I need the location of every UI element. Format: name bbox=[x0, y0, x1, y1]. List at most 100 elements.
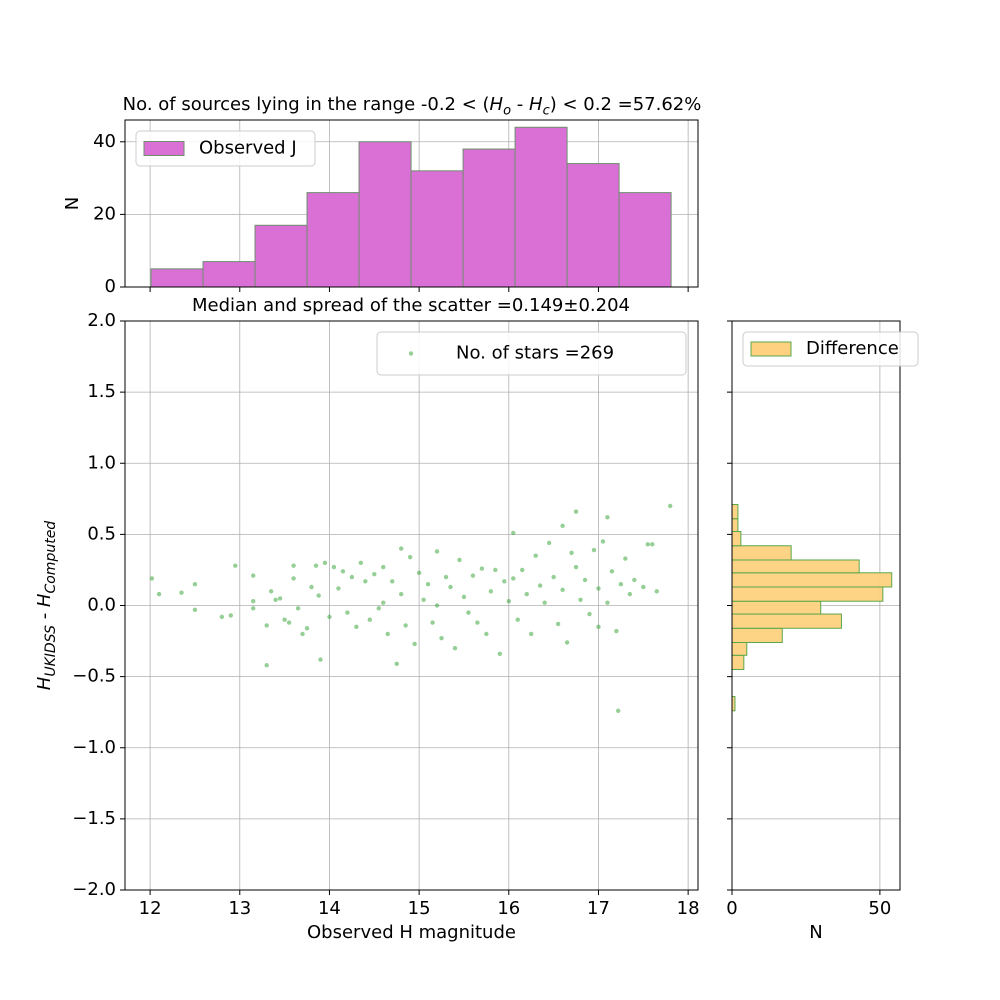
scatter-point bbox=[591, 547, 597, 553]
bar bbox=[731, 641, 748, 656]
bar bbox=[731, 627, 783, 643]
bar bbox=[731, 518, 739, 533]
scatter-point bbox=[412, 641, 417, 647]
scatter-point bbox=[470, 573, 476, 578]
scatter-point bbox=[277, 596, 283, 601]
scatter-point bbox=[484, 631, 489, 637]
scatter-point bbox=[596, 624, 601, 630]
subscript: UKIDSS bbox=[43, 625, 59, 677]
legend-label: Difference bbox=[806, 338, 899, 359]
scatter-point bbox=[551, 574, 556, 580]
scatter-point bbox=[228, 613, 234, 618]
scatter-point bbox=[506, 599, 511, 604]
scatter-point bbox=[340, 569, 346, 574]
scatter-point bbox=[282, 617, 287, 622]
scatter-point bbox=[434, 603, 440, 608]
scatter-point bbox=[623, 556, 628, 561]
scatter-point bbox=[515, 617, 520, 622]
legend-swatch bbox=[750, 341, 792, 357]
axes: 0 20 40 No. of sources lying in the range -… bbox=[62, 94, 701, 297]
chart-title: No. of sources lying in the range -0.2 <… bbox=[123, 94, 702, 118]
bar bbox=[731, 600, 822, 615]
scatter-point bbox=[578, 597, 583, 603]
subscript: c bbox=[543, 103, 550, 118]
x-tick-label: 50 bbox=[868, 898, 891, 919]
scatter-point bbox=[587, 611, 592, 617]
scatter-point bbox=[443, 574, 449, 580]
scatter-point bbox=[398, 546, 404, 551]
scatter-point bbox=[457, 557, 462, 563]
x-tick-label: 16 bbox=[497, 898, 520, 919]
scatter-point bbox=[295, 606, 301, 611]
plot-frame bbox=[124, 320, 699, 891]
plot-frame bbox=[731, 320, 901, 891]
bar bbox=[566, 163, 620, 288]
bar bbox=[202, 261, 256, 288]
y-tick-label: −1.5 bbox=[72, 808, 116, 829]
scatter-point bbox=[479, 566, 485, 571]
scatter-point bbox=[264, 623, 269, 628]
scatter-point bbox=[560, 587, 565, 593]
x-tick-label: 18 bbox=[677, 898, 700, 919]
scatter-point bbox=[488, 589, 494, 594]
scatter-point bbox=[398, 591, 404, 597]
label-part: H bbox=[529, 94, 543, 115]
scatter-point bbox=[650, 542, 655, 547]
scatter-point bbox=[529, 631, 534, 637]
legend-box bbox=[135, 130, 316, 167]
scatter-point bbox=[381, 564, 386, 570]
label-part: - bbox=[511, 94, 529, 115]
scatter-point bbox=[475, 620, 480, 625]
scatter-point bbox=[316, 593, 321, 598]
scatter-point bbox=[546, 540, 552, 546]
x-axis-label: Observed H magnitude bbox=[307, 922, 516, 943]
scatter-point bbox=[452, 645, 458, 651]
scatter-point bbox=[149, 576, 155, 581]
bar bbox=[410, 170, 464, 288]
label-part: H bbox=[34, 676, 55, 690]
scatter-point bbox=[300, 631, 305, 637]
scatter-point bbox=[331, 564, 337, 570]
scatter-point bbox=[596, 586, 601, 591]
scatter-point bbox=[573, 509, 579, 514]
scatter-point bbox=[318, 657, 323, 662]
bar bbox=[731, 559, 860, 574]
scatter-point bbox=[573, 564, 579, 570]
scatter-point bbox=[493, 567, 498, 573]
scatter-point bbox=[363, 579, 368, 584]
x-axis-label: N bbox=[809, 922, 822, 943]
scatter-point bbox=[416, 570, 422, 575]
scatter-point bbox=[390, 579, 395, 584]
scatter-point bbox=[304, 626, 310, 631]
scatter-point bbox=[251, 606, 256, 611]
bar bbox=[731, 504, 739, 520]
marks bbox=[149, 503, 673, 713]
legend-swatch bbox=[143, 141, 185, 156]
scatter-point bbox=[425, 581, 431, 587]
scatter-point bbox=[345, 610, 350, 615]
scatter-point bbox=[407, 554, 413, 560]
label-part: H bbox=[34, 593, 55, 607]
scatter-point bbox=[309, 584, 314, 590]
subscript: Computed bbox=[43, 521, 59, 594]
scatter-point bbox=[448, 584, 453, 590]
scatter-point bbox=[268, 589, 274, 594]
x-tick-label: 15 bbox=[408, 898, 431, 919]
scatter-point bbox=[403, 623, 408, 628]
scatter-point bbox=[233, 563, 238, 568]
bar bbox=[306, 192, 360, 288]
axes: 0 50 N Difference bbox=[726, 320, 919, 943]
x-tick-label: 14 bbox=[318, 898, 341, 919]
legend-box bbox=[742, 331, 919, 367]
plot-frame bbox=[124, 119, 699, 288]
scatter-point bbox=[555, 621, 561, 627]
y-tick-label: −2.0 bbox=[72, 879, 116, 900]
scatter-point bbox=[668, 503, 673, 509]
scatter-point bbox=[385, 631, 390, 637]
scatter-point bbox=[273, 597, 278, 603]
scatter-point bbox=[192, 581, 198, 587]
scatter-point bbox=[439, 636, 444, 641]
bar bbox=[358, 141, 412, 288]
scatter-point bbox=[560, 523, 565, 529]
